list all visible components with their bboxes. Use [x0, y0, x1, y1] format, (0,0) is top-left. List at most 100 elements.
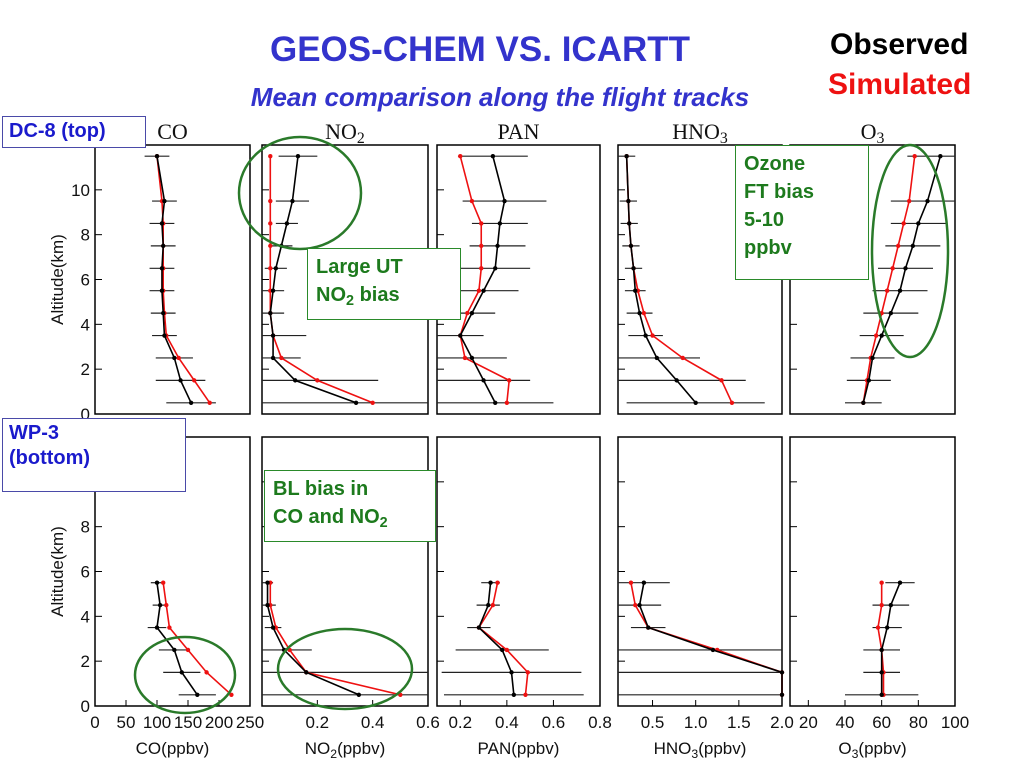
observed-point: [624, 154, 629, 159]
chart-panel-bottom-4: 0.5 1.0 1.5 2.0: [617, 436, 794, 732]
legend-simulated: Simulated: [828, 68, 972, 101]
bl-co-highlight: [133, 635, 237, 715]
simulated-point: [680, 355, 685, 361]
x-tick-label: 0: [90, 713, 99, 732]
simulated-point: [628, 580, 634, 585]
observed-point: [488, 580, 493, 585]
x-tick-label: 0.2: [448, 713, 472, 732]
simulated-point: [873, 333, 879, 338]
dc8-label: DC-8 (top): [2, 116, 146, 148]
simulated-line: [630, 582, 783, 695]
bl-no2-highlight: [276, 627, 414, 711]
observed-point: [154, 580, 160, 585]
y-tick-label: 2: [81, 652, 90, 671]
chart-panel-bottom-5: 20 40 60 80 100: [789, 436, 969, 732]
simulated-point: [879, 580, 884, 585]
simulated-point: [901, 221, 906, 226]
simulated-point: [650, 333, 655, 338]
x-axis-label: HNO3(ppbv): [654, 739, 747, 761]
observed-point: [637, 602, 642, 608]
observed-point: [270, 333, 276, 338]
chart-panel-top-3: [436, 144, 601, 415]
simulated-point: [192, 378, 197, 383]
observed-point: [897, 288, 903, 293]
chart-panel-bottom-2: 0.2 0.4 0.6: [261, 436, 440, 732]
observed-point: [469, 355, 475, 361]
simulated-point: [315, 378, 320, 383]
species-title: NO2: [325, 119, 365, 147]
simulated-point: [465, 310, 470, 316]
observed-point: [295, 154, 301, 159]
observed-point: [353, 400, 359, 405]
observed-point: [179, 670, 184, 675]
x-tick-label: 20: [799, 713, 818, 732]
simulated-point: [525, 670, 531, 675]
x-tick-label: 100: [941, 713, 969, 732]
observed-point: [626, 198, 631, 204]
observed-point: [273, 266, 279, 271]
observed-point: [161, 310, 166, 316]
observed-point: [270, 625, 276, 630]
panel-frame: [94, 144, 251, 415]
species-title: HNO3: [672, 119, 728, 147]
observed-line: [156, 156, 192, 404]
observed-point: [161, 243, 166, 249]
simulated-point: [176, 355, 181, 361]
observed-point: [265, 580, 270, 585]
ozone-ft-highlight: [870, 143, 950, 359]
panel-frame: [789, 436, 956, 707]
observed-line: [625, 156, 697, 404]
observed-point: [870, 355, 875, 361]
observed-point: [925, 198, 930, 204]
chart-panel-top-5: [789, 144, 956, 415]
observed-point: [270, 288, 276, 293]
observed-point: [861, 400, 866, 405]
simulated-point: [719, 378, 724, 383]
observed-point: [493, 400, 498, 405]
y-axis-label: Altitude(km): [48, 234, 67, 325]
ut-bias-annotation: Large UT NO2 bias: [307, 248, 461, 320]
observed-point: [284, 221, 290, 226]
observed-line: [156, 582, 198, 696]
simulated-point: [229, 692, 234, 697]
simulated-point: [912, 154, 917, 159]
simulated-point: [490, 602, 496, 608]
observed-point: [159, 266, 165, 271]
species-title: CO: [157, 119, 188, 144]
x-axis-label: PAN(ppbv): [478, 739, 560, 758]
y-tick-label: 4: [81, 315, 90, 334]
x-tick-label: 50: [117, 713, 136, 732]
observed-point: [157, 602, 163, 608]
x-tick-label: 200: [205, 713, 233, 732]
panel-frame: [436, 144, 601, 415]
simulated-point: [906, 198, 912, 204]
observed-point: [265, 602, 270, 608]
observed-point: [637, 310, 642, 316]
simulated-point: [268, 198, 273, 204]
observed-point: [897, 580, 903, 585]
x-tick-label: 0.6: [542, 713, 566, 732]
simulated-point: [884, 288, 890, 293]
observed-point: [490, 154, 496, 159]
chart-panel-bottom-3: 0.2 0.4 0.6 0.8: [436, 436, 612, 732]
x-tick-label: 40: [836, 713, 855, 732]
simulated-line: [877, 582, 885, 695]
observed-point: [710, 647, 716, 653]
y-tick-label: 2: [81, 360, 90, 379]
simulated-point: [729, 400, 735, 405]
ut-no2-highlight: [237, 135, 363, 251]
x-tick-label: 100: [143, 713, 171, 732]
observed-point: [910, 243, 916, 249]
simulated-point: [504, 400, 510, 405]
observed-point: [495, 243, 500, 249]
observed-point: [154, 154, 160, 159]
observed-point: [633, 288, 638, 293]
observed-point: [195, 692, 200, 697]
observed-point: [631, 266, 636, 271]
observed-line: [266, 582, 360, 696]
observed-point: [879, 692, 884, 697]
observed-point: [162, 333, 167, 338]
observed-point: [674, 378, 679, 383]
observed-point: [888, 310, 894, 316]
observed-point: [879, 670, 884, 675]
